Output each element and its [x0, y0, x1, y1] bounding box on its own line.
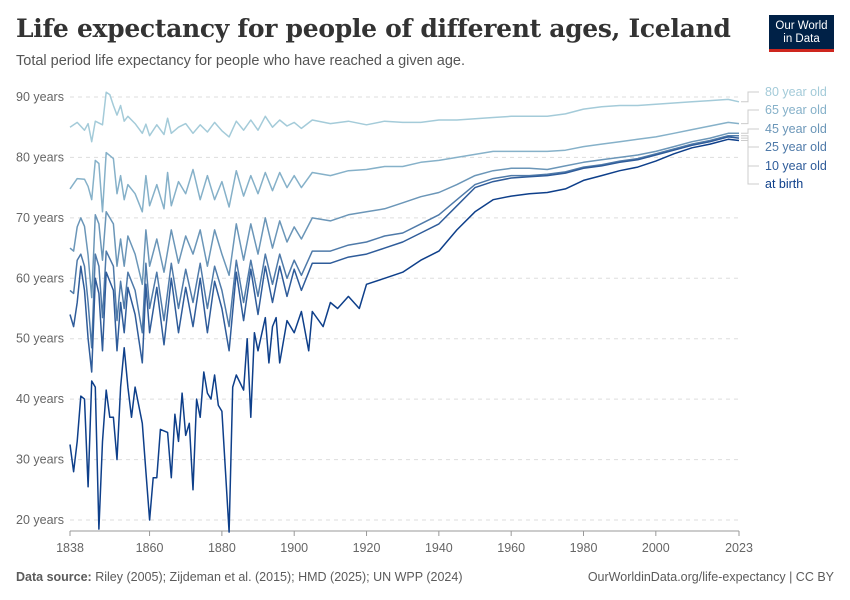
- series-line[interactable]: [69, 132, 739, 299]
- x-tick-label: 2000: [642, 541, 670, 555]
- series-layer: [69, 91, 740, 533]
- series-line[interactable]: [69, 138, 740, 533]
- logo-accent-bar: [769, 49, 834, 52]
- chart-subtitle: Total period life expectancy for people …: [16, 53, 465, 69]
- chart-title: Life expectancy for people of different …: [16, 14, 731, 43]
- legend-label[interactable]: 45 year old: [765, 122, 827, 136]
- data-source-text: Riley (2005); Zijdeman et al. (2015); HM…: [95, 570, 463, 584]
- x-tick-label: 1860: [136, 541, 164, 555]
- x-tick-label: 1838: [56, 541, 84, 555]
- data-source: Data source: Riley (2005); Zijdeman et a…: [16, 570, 463, 584]
- legend-connector: [741, 137, 759, 167]
- legend-connector: [741, 128, 759, 134]
- legend-connector: [741, 135, 759, 148]
- logo-line-1: Our World: [775, 20, 828, 32]
- y-tick-label: 20 years: [16, 513, 64, 527]
- series-line[interactable]: [69, 136, 740, 373]
- x-tick-label: 1940: [425, 541, 453, 555]
- y-tick-label: 60 years: [16, 271, 64, 285]
- series-line[interactable]: [69, 121, 740, 213]
- x-tick-label: 1900: [280, 541, 308, 555]
- grid-layer: [70, 96, 739, 521]
- series-line[interactable]: [69, 91, 740, 143]
- legend-label[interactable]: 10 year old: [765, 159, 827, 173]
- axis-layer: 20 years 30 years 40 years 50 years 60 years…: [16, 90, 753, 555]
- legend-label[interactable]: 25 year old: [765, 140, 827, 154]
- series-line[interactable]: [69, 134, 739, 349]
- owid-logo[interactable]: Our World in Data: [769, 15, 834, 52]
- x-tick-label: 1960: [497, 541, 525, 555]
- data-source-label: Data source:: [16, 570, 92, 584]
- legend-label[interactable]: at birth: [765, 177, 803, 191]
- x-tick-label: 1880: [208, 541, 236, 555]
- source-url-link[interactable]: OurWorldinData.org/life-expectancy | CC …: [587, 570, 834, 584]
- y-tick-label: 30 years: [16, 453, 64, 467]
- legend-connector: [741, 109, 759, 125]
- legend-connector: [741, 140, 759, 185]
- y-tick-label: 40 years: [16, 392, 64, 406]
- y-tick-label: 80 years: [16, 150, 64, 164]
- x-tick-label: 2023: [725, 541, 753, 555]
- y-tick-label: 90 years: [16, 90, 64, 104]
- x-tick-label: 1980: [570, 541, 598, 555]
- logo-line-2: in Data: [783, 33, 820, 45]
- y-tick-label: 70 years: [16, 211, 64, 225]
- legend-label[interactable]: 65 year old: [765, 103, 827, 117]
- legend-label[interactable]: 80 year old: [765, 85, 827, 99]
- y-tick-label: 50 years: [16, 332, 64, 346]
- legend-connector: [741, 91, 759, 103]
- x-tick-label: 1920: [353, 541, 381, 555]
- legend-layer: 80 year old 65 year old 45 year old 25 year…: [741, 85, 827, 191]
